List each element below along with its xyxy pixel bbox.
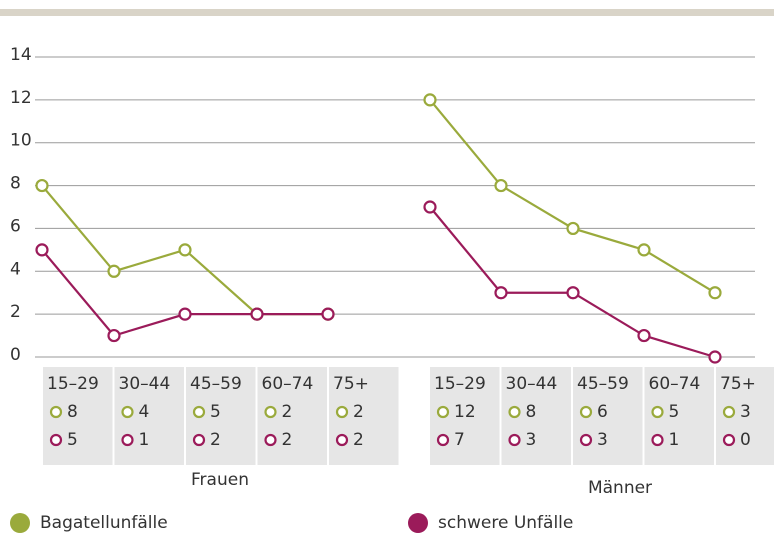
line xyxy=(429,99,716,294)
value-label: 2 xyxy=(210,430,221,450)
table-marker xyxy=(651,405,664,419)
point xyxy=(178,307,192,321)
value-label: 0 xyxy=(740,430,751,450)
y-tick-label: 2 xyxy=(10,302,21,322)
group-label: Männer xyxy=(588,478,652,498)
table-marker xyxy=(722,405,736,419)
point xyxy=(566,286,580,300)
table-marker xyxy=(335,405,349,419)
table-marker xyxy=(508,405,521,419)
category-label: 45–59 xyxy=(190,374,242,394)
legend-label: Bagatellunfälle xyxy=(40,513,168,533)
y-tick-label: 8 xyxy=(10,174,21,194)
point xyxy=(637,243,651,257)
point xyxy=(107,264,121,278)
table-marker xyxy=(264,433,277,447)
point xyxy=(107,328,121,343)
point xyxy=(321,307,335,321)
point xyxy=(708,350,722,364)
value-label: 3 xyxy=(740,402,751,422)
legend-swatch xyxy=(10,513,30,533)
value-label: 5 xyxy=(210,402,221,422)
category-label: 15–29 xyxy=(47,374,99,394)
point xyxy=(423,200,437,214)
value-label: 3 xyxy=(526,430,537,450)
value-label: 12 xyxy=(454,402,476,422)
value-label: 1 xyxy=(139,430,150,450)
y-tick-label: 4 xyxy=(10,259,21,279)
table-marker xyxy=(579,433,593,447)
table-marker xyxy=(192,405,206,419)
table-marker xyxy=(192,433,206,447)
group-label: Frauen xyxy=(191,470,249,490)
category-label: 15–29 xyxy=(434,374,486,394)
y-tick-label: 10 xyxy=(10,131,32,151)
value-label: 3 xyxy=(597,430,608,450)
table-marker xyxy=(264,405,277,419)
category-label: 30–44 xyxy=(119,374,171,394)
point xyxy=(423,93,437,107)
table-marker xyxy=(436,405,450,419)
table-marker xyxy=(335,433,349,447)
point xyxy=(708,286,722,300)
table-marker xyxy=(49,405,63,419)
value-label: 4 xyxy=(139,402,150,422)
value-label: 2 xyxy=(353,430,364,450)
value-label: 8 xyxy=(67,402,78,422)
legend-swatch xyxy=(408,513,428,533)
point xyxy=(35,243,49,257)
point xyxy=(566,221,580,236)
value-label: 2 xyxy=(353,402,364,422)
point xyxy=(494,178,508,193)
point xyxy=(637,328,651,343)
table-marker xyxy=(436,433,450,447)
table-marker xyxy=(508,433,521,447)
category-label: 75+ xyxy=(333,374,369,394)
value-label: 2 xyxy=(282,402,293,422)
legend-label: schwere Unfälle xyxy=(438,513,573,533)
table-marker xyxy=(121,405,134,419)
value-label: 6 xyxy=(597,402,608,422)
point xyxy=(35,178,49,193)
y-tick-label: 0 xyxy=(10,345,21,365)
table-marker xyxy=(49,433,63,447)
point xyxy=(250,307,264,321)
point xyxy=(178,243,192,257)
value-label: 8 xyxy=(526,402,537,422)
value-label: 1 xyxy=(669,430,680,450)
category-label: 45–59 xyxy=(577,374,629,394)
category-label: 60–74 xyxy=(262,374,314,394)
value-label: 5 xyxy=(67,430,78,450)
category-label: 60–74 xyxy=(649,374,701,394)
line xyxy=(41,249,328,337)
value-label: 2 xyxy=(282,430,293,450)
top-bar xyxy=(0,9,774,16)
category-label: 30–44 xyxy=(506,374,558,394)
table-marker xyxy=(579,405,593,419)
table-marker xyxy=(121,433,134,447)
value-label: 5 xyxy=(669,402,680,422)
value-label: 7 xyxy=(454,430,465,450)
table-marker xyxy=(651,433,664,447)
y-tick-label: 12 xyxy=(10,88,32,108)
y-tick-label: 14 xyxy=(10,45,32,65)
category-label: 75+ xyxy=(720,374,756,394)
table-marker xyxy=(722,433,736,447)
point xyxy=(494,286,508,300)
y-tick-label: 6 xyxy=(10,216,21,236)
